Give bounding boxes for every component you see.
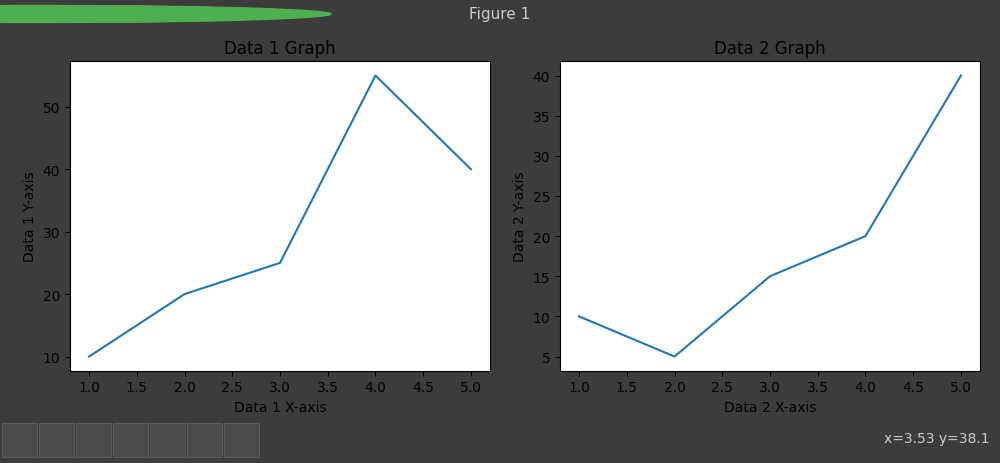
- FancyBboxPatch shape: [187, 423, 222, 457]
- Title: Data 1 Graph: Data 1 Graph: [224, 40, 336, 58]
- Text: x=3.53 y=38.1: x=3.53 y=38.1: [884, 431, 990, 445]
- X-axis label: Data 2 X-axis: Data 2 X-axis: [724, 400, 816, 414]
- FancyBboxPatch shape: [224, 423, 259, 457]
- Title: Data 2 Graph: Data 2 Graph: [714, 40, 826, 58]
- FancyBboxPatch shape: [113, 423, 148, 457]
- Circle shape: [0, 6, 295, 23]
- FancyBboxPatch shape: [2, 423, 37, 457]
- FancyBboxPatch shape: [150, 423, 185, 457]
- Y-axis label: Data 2 Y-axis: Data 2 Y-axis: [513, 171, 527, 262]
- FancyBboxPatch shape: [39, 423, 74, 457]
- X-axis label: Data 1 X-axis: Data 1 X-axis: [234, 400, 326, 414]
- Circle shape: [0, 6, 331, 23]
- Circle shape: [0, 6, 313, 23]
- Y-axis label: Data 1 Y-axis: Data 1 Y-axis: [23, 171, 37, 262]
- Text: Figure 1: Figure 1: [469, 7, 531, 22]
- FancyBboxPatch shape: [76, 423, 111, 457]
